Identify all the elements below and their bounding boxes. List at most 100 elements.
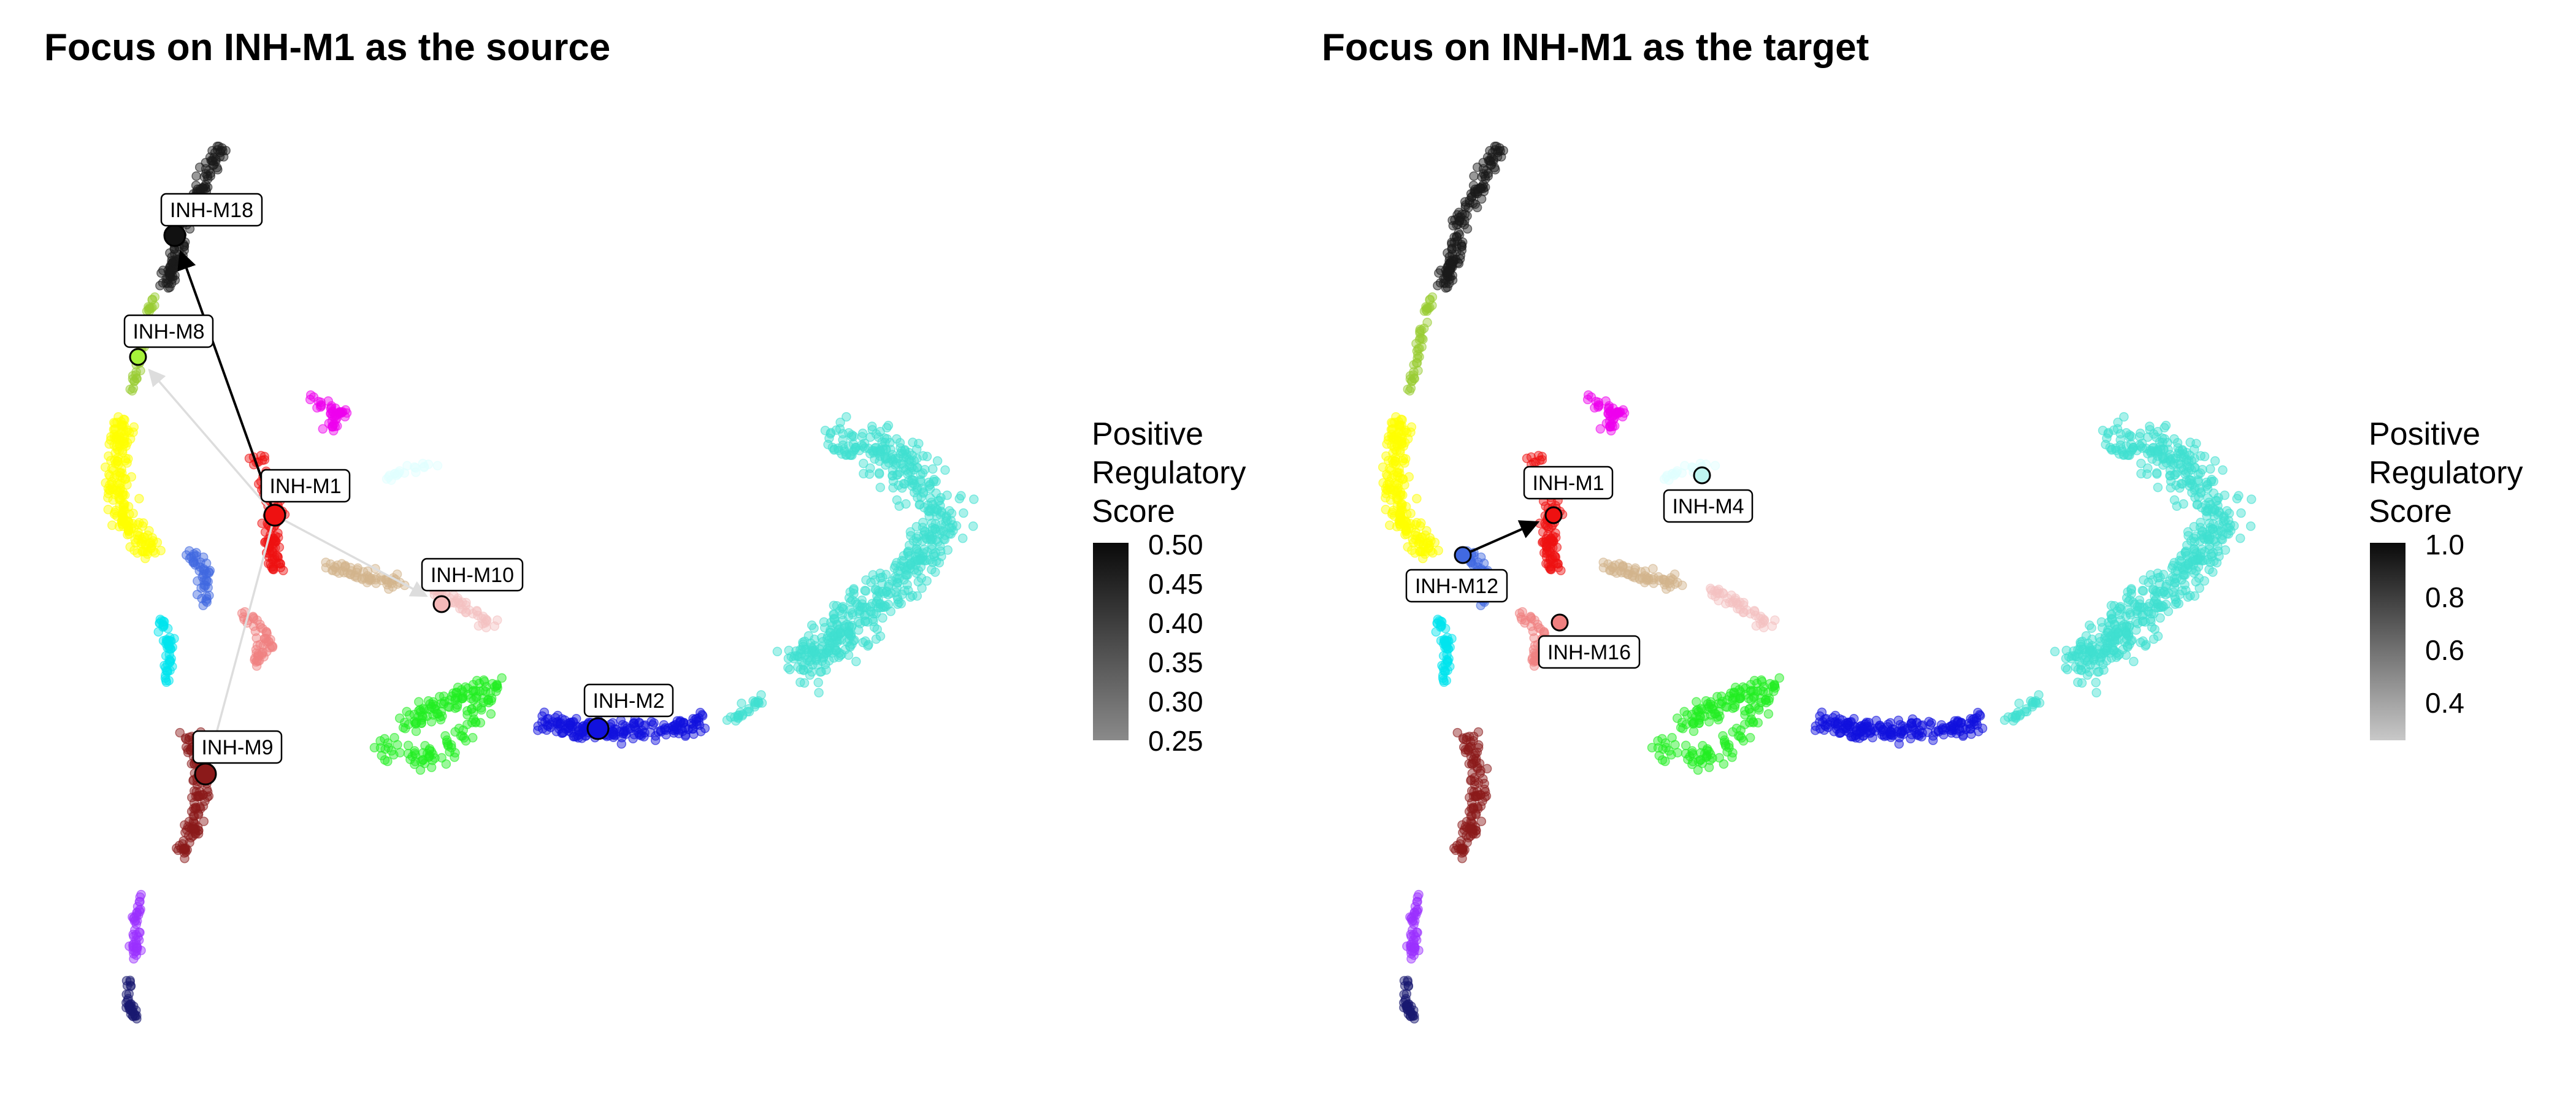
umap-point [1885,718,1895,728]
umap-point [163,667,172,677]
umap-point [2087,623,2096,633]
node-label: INH-M2 [583,683,674,718]
node-inh-m4 [1693,466,1711,485]
umap-point [1479,778,1489,789]
umap-point [1476,790,1486,800]
umap-point [1400,425,1411,435]
umap-point [1677,580,1687,591]
umap-point [2034,690,2044,700]
umap-point [823,631,833,641]
umap-point [1618,562,1628,572]
umap-point [472,675,482,686]
umap-point [426,762,437,772]
umap-point [450,748,460,758]
umap-point [321,562,331,573]
umap-point [875,573,886,583]
umap-point [883,581,894,591]
umap-point [473,621,484,631]
umap-point [911,533,921,543]
legend-title-line-3: Score [1092,494,1175,529]
umap-point [2150,624,2160,634]
umap-point [2091,678,2101,688]
umap-point [857,602,867,612]
umap-point [957,533,968,543]
node-label-text: INH-M9 [201,736,273,759]
umap-point [486,709,496,719]
umap-point [784,645,794,656]
umap-point [1851,726,1861,737]
umap-point [851,443,861,453]
umap-point [904,551,914,561]
umap-point [364,572,374,582]
umap-point [616,739,627,749]
umap-point [414,697,424,707]
umap-point [930,567,940,577]
node-label-text: INH-M18 [170,199,253,222]
umap-point [489,621,500,631]
umap-point [1719,759,1729,769]
umap-point [1412,927,1422,937]
umap-point [827,442,838,453]
umap-point [1406,508,1416,518]
umap-point [926,504,936,514]
umap-point [1695,458,1706,469]
edge-arrow [282,518,428,597]
umap-point [1528,626,1538,637]
umap-point [1397,499,1408,510]
umap-point [2247,494,2256,504]
umap-point [1595,424,1606,434]
umap-point [2236,508,2246,518]
node-label-text: INH-M12 [1415,575,1498,598]
umap-point [119,439,129,449]
umap-point [441,759,451,769]
umap-point [1774,673,1784,683]
umap-point [1974,710,1985,720]
umap-point [2181,476,2191,486]
umap-point [880,600,889,610]
umap-point [533,721,543,731]
legend-title-line-3: Score [2369,494,2452,529]
umap-point [1462,735,1471,745]
legend-tick: 0.40 [1148,607,1203,639]
umap-point [384,584,394,594]
umap-point [1426,536,1436,546]
umap-point [2176,453,2187,463]
umap-point [2207,475,2217,485]
umap-point [131,943,142,954]
umap-point [1457,853,1467,864]
umap-point [402,707,412,716]
umap-point [190,828,200,838]
umap-point [260,527,270,537]
umap-point [1692,697,1701,707]
umap-point [2183,560,2193,570]
umap-point [267,642,278,653]
umap-point [650,735,661,745]
umap-point [106,432,116,442]
umap-point [1454,844,1464,854]
umap-point [875,426,885,437]
umap-point [2206,464,2215,474]
umap-point [697,710,707,720]
regulatory-edges [148,250,1540,759]
umap-point [467,704,477,715]
umap-point [2226,526,2236,535]
umap-point [1700,711,1710,721]
umap-point [897,589,907,599]
umap-point [783,653,794,664]
umap-point [136,889,146,900]
umap-point [959,508,968,518]
umap-point [1384,432,1393,442]
umap-point [799,678,810,688]
umap-point [1701,752,1711,762]
edge-arrow [177,250,274,508]
umap-point [866,577,876,588]
umap-point [2105,648,2115,658]
umap-point [2014,698,2024,708]
umap-point [1413,539,1424,548]
umap-point [2077,678,2087,688]
umap-point [1469,186,1479,197]
node-label-text: INH-M8 [132,320,204,343]
umap-point [918,518,928,527]
umap-point [2061,653,2071,664]
umap-point [305,394,315,405]
